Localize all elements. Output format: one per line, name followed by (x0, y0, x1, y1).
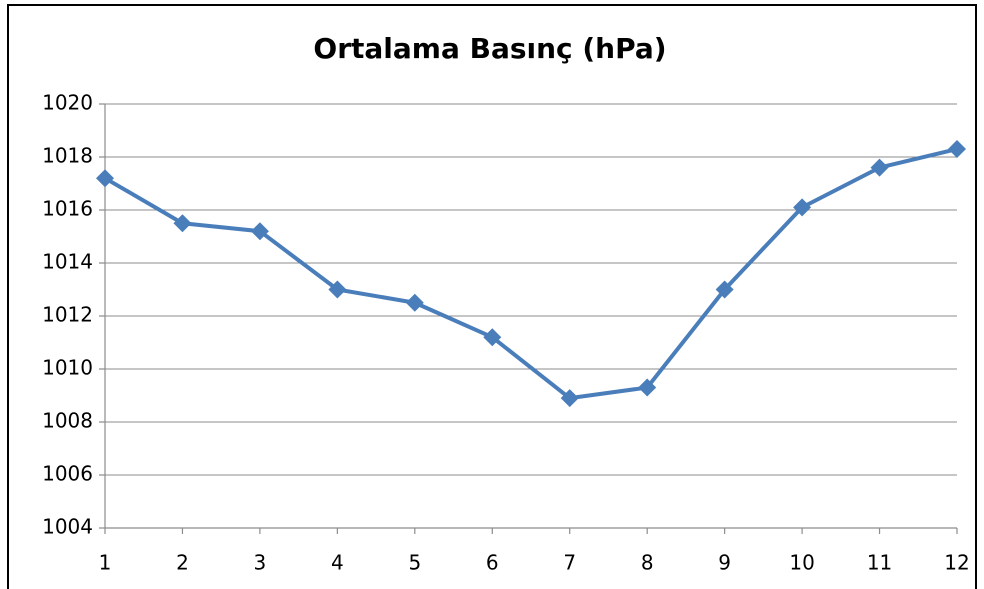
data-point (638, 378, 657, 397)
x-tick-label: 5 (408, 551, 421, 575)
x-tick-label: 3 (254, 551, 267, 575)
x-tick-label: 11 (867, 551, 892, 575)
x-tick-label: 10 (789, 551, 814, 575)
x-tick-label: 8 (641, 551, 654, 575)
x-tick-label: 4 (331, 551, 344, 575)
chart-frame (7, 4, 977, 589)
data-line (103, 147, 958, 401)
data-point (560, 389, 579, 408)
y-tick-label: 1006 (42, 462, 93, 486)
x-tick-label: 12 (944, 551, 969, 575)
data-point (483, 328, 502, 347)
data-point (250, 222, 269, 241)
data-point (328, 280, 347, 299)
y-tick-label: 1008 (42, 409, 93, 433)
x-tick-label: 7 (563, 551, 576, 575)
x-tick-label: 9 (718, 551, 731, 575)
y-tick-label: 1004 (42, 515, 93, 539)
chart-title: Ortalama Basınç (hPa) (313, 32, 666, 65)
y-tick-label: 1012 (42, 303, 93, 327)
y-tick-label: 1020 (42, 91, 93, 115)
data-point (405, 293, 424, 312)
data-point (870, 158, 889, 177)
data-point (793, 198, 812, 217)
data-point (948, 140, 966, 159)
x-tick-label: 6 (486, 551, 499, 575)
y-tick-label: 1014 (42, 250, 93, 274)
data-point (173, 214, 192, 233)
y-tick-label: 1016 (42, 197, 93, 221)
data-point (96, 169, 114, 188)
y-tick-label: 1010 (42, 356, 93, 380)
y-tick-label: 1018 (42, 144, 93, 168)
x-tick-label: 1 (99, 551, 112, 575)
data-point (715, 280, 734, 299)
x-tick-label: 2 (176, 551, 189, 575)
